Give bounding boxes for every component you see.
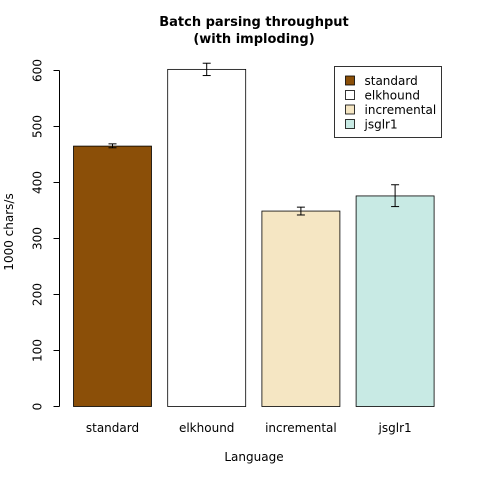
error-bar-standard <box>108 143 117 149</box>
error-bar-incremental <box>296 206 305 216</box>
x-axis-label: Language <box>224 450 283 464</box>
y-axis: 0 100 200 300 400 500 600 <box>31 59 60 410</box>
y-axis-label: 1000 chars/s <box>2 193 16 270</box>
x-tick-labels: standard elkhound incremental jsglr1 <box>86 421 412 435</box>
legend-label-incremental: incremental <box>365 103 437 117</box>
legend-swatch-elkhound <box>345 90 355 100</box>
bar-jsglr1 <box>355 195 435 407</box>
y-tick-label: 500 <box>31 115 45 138</box>
error-bar-elkhound <box>202 62 211 77</box>
legend-label-elkhound: elkhound <box>365 89 420 103</box>
chart-title-line-2: (with imploding) <box>193 32 314 47</box>
bar-incremental <box>261 210 341 407</box>
y-tick-label: 200 <box>31 283 45 306</box>
x-tick-label-incremental: incremental <box>265 421 337 435</box>
x-tick-label-standard: standard <box>86 421 139 435</box>
chart-title-line-1: Batch parsing throughput <box>159 15 349 30</box>
error-bar-jsglr1 <box>391 184 400 208</box>
y-tick-label: 100 <box>31 339 45 362</box>
x-tick-label-elkhound: elkhound <box>179 421 234 435</box>
bar-standard <box>73 145 152 407</box>
legend-swatch-jsglr1 <box>345 119 355 129</box>
x-tick-label-jsglr1: jsglr1 <box>378 421 412 435</box>
legend-label-standard: standard <box>365 74 418 88</box>
legend-label-jsglr1: jsglr1 <box>364 118 398 132</box>
bar-elkhound <box>167 68 247 407</box>
legend-swatch-incremental <box>345 104 355 115</box>
bars <box>73 62 435 407</box>
y-tick-label: 300 <box>31 227 45 250</box>
legend-swatch-standard <box>345 75 355 86</box>
y-tick-label: 600 <box>31 59 45 82</box>
y-tick-label: 400 <box>31 171 45 194</box>
y-tick-label: 0 <box>31 403 45 411</box>
